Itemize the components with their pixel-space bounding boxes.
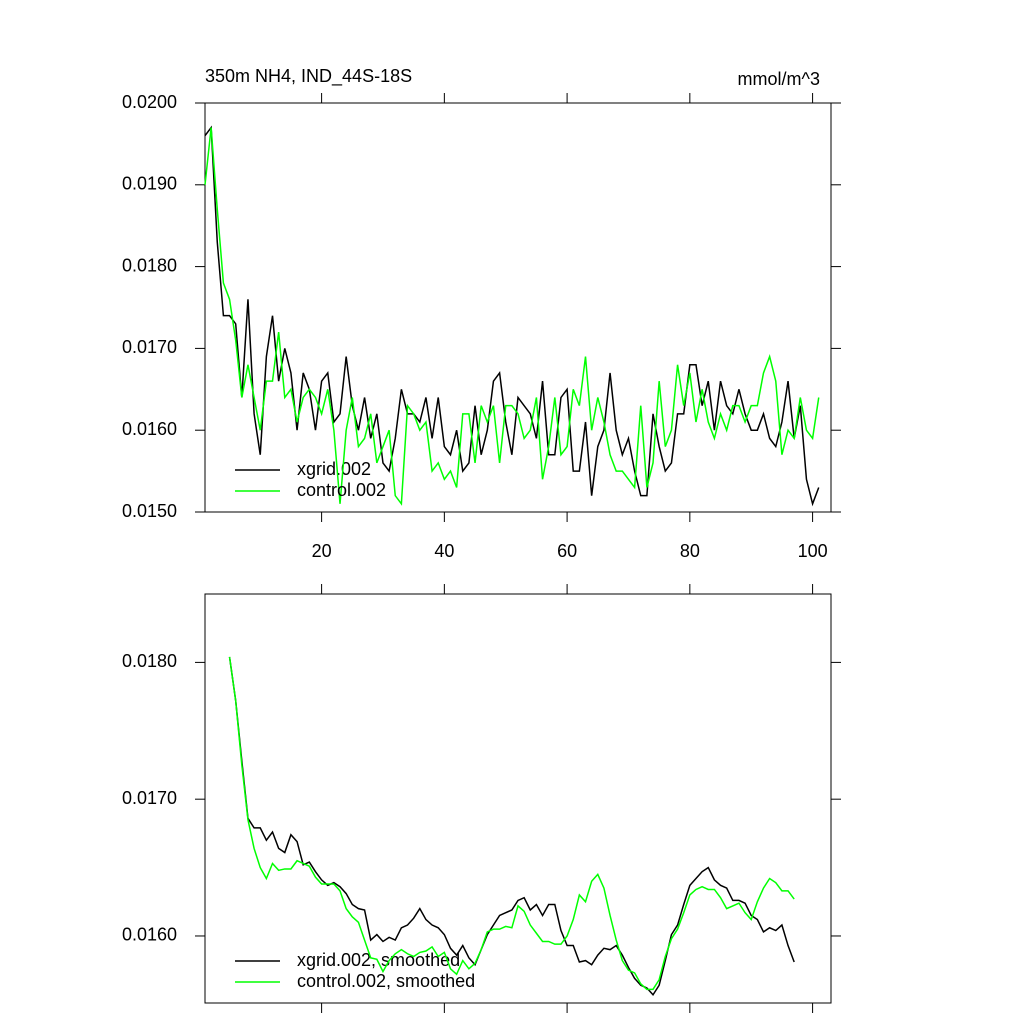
plot-frame	[204, 593, 832, 1004]
y-tick-label: 0.0170	[122, 337, 177, 357]
y-tick-label: 0.0200	[122, 92, 177, 112]
legend-label: xgrid.002, smoothed	[297, 950, 460, 970]
data-line	[204, 127, 820, 506]
data-line	[204, 125, 820, 507]
y-tick-label: 0.0160	[122, 419, 177, 439]
y-tick-label: 0.0180	[122, 651, 177, 671]
x-tick-label: 60	[557, 541, 577, 561]
legend-label: control.002, smoothed	[297, 971, 475, 991]
y-tick-label: 0.0160	[122, 925, 177, 945]
x-tick-label: 100	[798, 541, 828, 561]
legend-label: xgrid.002	[297, 459, 371, 479]
plot-frame	[204, 102, 832, 513]
y-tick-label: 0.0170	[122, 788, 177, 808]
y-tick-label: 0.0150	[122, 501, 177, 521]
chart-title: 350m NH4, IND_44S-18S	[205, 66, 412, 87]
units-label: mmol/m^3	[738, 69, 820, 89]
legend-label: control.002	[297, 480, 386, 500]
x-tick-label: 80	[680, 541, 700, 561]
y-tick-label: 0.0180	[122, 255, 177, 275]
x-tick-label: 20	[312, 541, 332, 561]
data-line	[228, 656, 795, 991]
y-tick-label: 0.0190	[122, 174, 177, 194]
data-line	[228, 656, 795, 997]
x-tick-label: 40	[434, 541, 454, 561]
